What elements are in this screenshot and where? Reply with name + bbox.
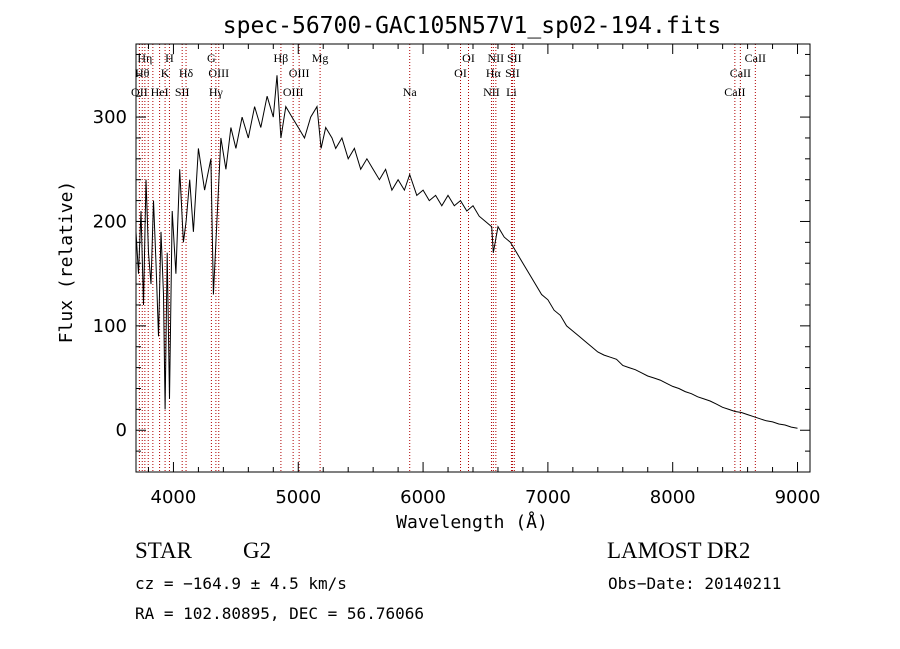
spectral-line-label: G <box>207 51 216 65</box>
spectral-line-label: Na <box>403 85 418 99</box>
y-tick-label: 300 <box>93 107 127 128</box>
y-axis-label: Flux (relative) <box>56 181 77 344</box>
x-tick-label: 6000 <box>400 487 446 508</box>
spectral-line-label: OIII <box>208 66 229 80</box>
spectral-line-label: Hδ <box>179 66 194 80</box>
y-tick-label: 100 <box>93 316 127 337</box>
y-tick-label: 0 <box>116 420 127 441</box>
x-tick-label: 9000 <box>775 487 821 508</box>
plot-frame <box>135 43 811 473</box>
spectral-line-label: SII <box>505 66 520 80</box>
survey-name: LAMOST DR2 <box>607 538 751 563</box>
spectral-line-label: Mg <box>312 51 329 65</box>
spectral-line-label: Hβ <box>274 51 289 65</box>
spectral-line-label: OII <box>131 85 148 99</box>
spectral-line-label: Hη <box>137 51 152 65</box>
spectral-line-label: HeI <box>151 85 169 99</box>
x-tick-label: 5000 <box>275 487 321 508</box>
spectral-line-label: SII <box>175 85 190 99</box>
chart-title: spec-56700-GAC105N57V1_sp02-194.fits <box>223 13 722 39</box>
spectral-line-label: OIII <box>283 85 304 99</box>
spectral-line-label: SII <box>507 51 522 65</box>
spectral-line-label: CaII <box>730 66 751 80</box>
x-axis: 4000 5000 6000 7000 8000 9000 <box>147 44 821 508</box>
spectral-line-label: OI <box>462 51 475 65</box>
spectral-line-label: NII <box>483 85 500 99</box>
coordinates: RA = 102.80895, DEC = 56.76066 <box>135 604 424 623</box>
spectral-line-label: K <box>161 66 170 80</box>
spectral-line-label: Hα <box>486 66 502 80</box>
x-axis-label: Wavelength (Å) <box>396 511 548 533</box>
x-tick-label: 8000 <box>650 487 696 508</box>
spectral-line-labels: OIIHθHηHeIKHSIIHδGHγOIIIHβOIIIOIIIMgNaOI… <box>131 51 766 99</box>
spectral-line-label: CaII <box>724 85 745 99</box>
object-class: STAR <box>135 538 192 563</box>
spectral-line-label: Hγ <box>209 85 224 99</box>
spectral-line-label: OI <box>454 66 467 80</box>
subclass: G2 <box>243 538 272 563</box>
x-tick-label: 4000 <box>151 487 197 508</box>
observation-date: Obs−Date: 20140211 <box>608 574 782 593</box>
y-tick-label: 200 <box>93 211 127 232</box>
spectral-line-label: OIII <box>289 66 310 80</box>
spectral-line-label: CaII <box>745 51 766 65</box>
spectral-line-markers <box>138 44 756 472</box>
spectrum-line <box>135 75 798 429</box>
y-axis: 0 100 200 300 <box>93 53 810 473</box>
spectral-line-label: Hθ <box>135 66 150 80</box>
redshift-velocity: cz = −164.9 ± 4.5 km/s <box>135 574 347 593</box>
spectral-line-label: Li <box>506 85 517 99</box>
spectral-line-label: H <box>165 51 174 65</box>
spectral-line-label: NII <box>488 51 505 65</box>
x-tick-label: 7000 <box>525 487 571 508</box>
